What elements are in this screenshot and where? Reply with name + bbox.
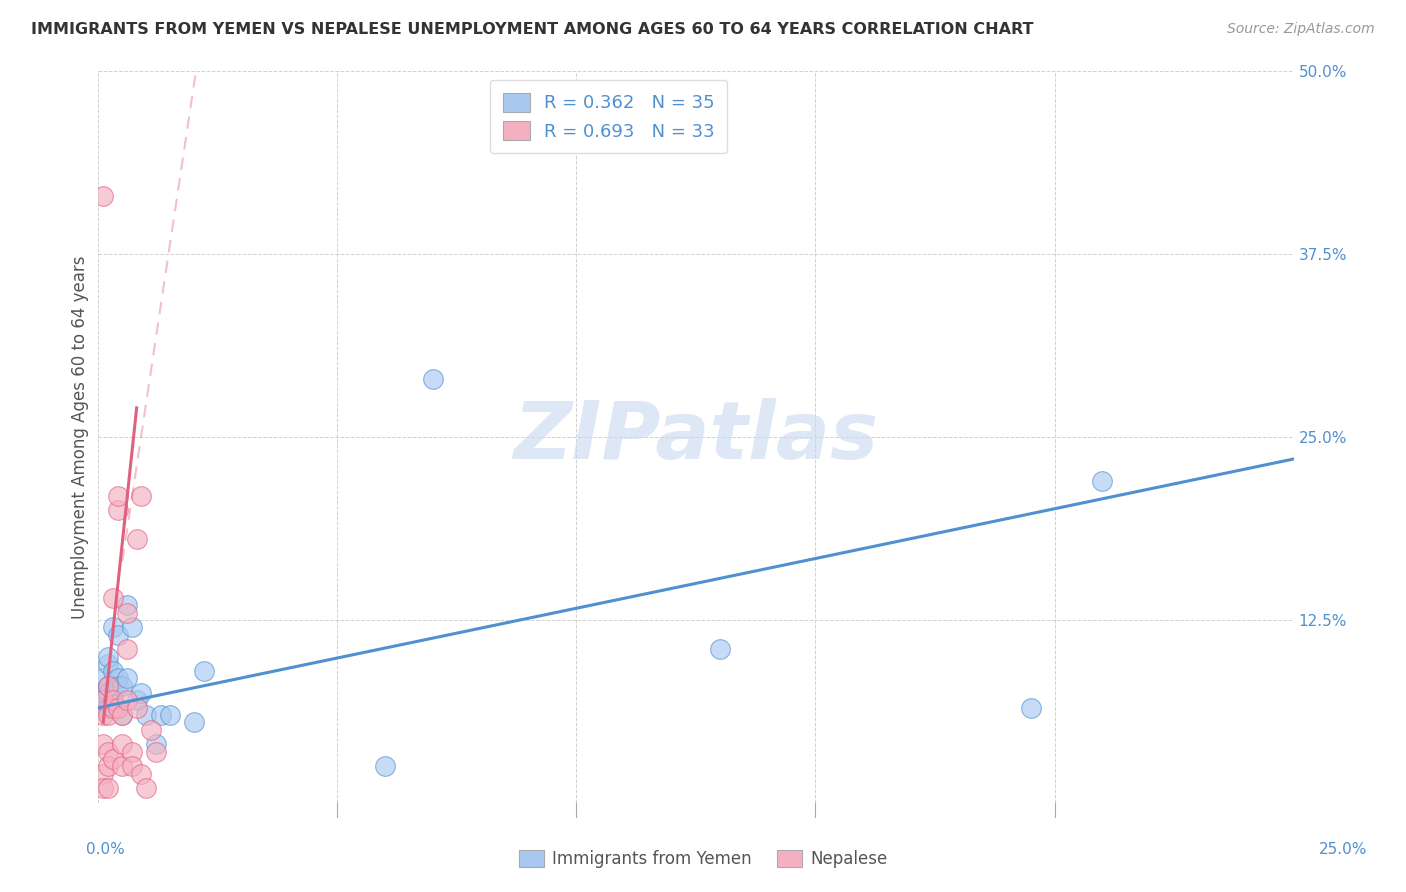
Point: [91, 781, 114, 796]
Point: [91, 672, 114, 686]
Point: [183, 715, 205, 730]
Point: [91, 693, 114, 707]
Point: [107, 700, 129, 714]
Y-axis label: Unemployment Among Ages 60 to 64 years: Unemployment Among Ages 60 to 64 years: [70, 255, 89, 619]
Text: IMMIGRANTS FROM YEMEN VS NEPALESE UNEMPLOYMENT AMONG AGES 60 TO 64 YEARS CORRELA: IMMIGRANTS FROM YEMEN VS NEPALESE UNEMPL…: [31, 22, 1033, 37]
Point: [91, 700, 114, 714]
Point: [101, 591, 124, 605]
Point: [97, 649, 120, 664]
Point: [107, 627, 129, 641]
Point: [145, 745, 167, 759]
Point: [91, 766, 114, 780]
Point: [91, 686, 114, 700]
Point: [131, 489, 153, 503]
Point: [97, 657, 120, 671]
Point: [101, 686, 124, 700]
Point: [131, 686, 153, 700]
Point: [97, 759, 120, 773]
Point: [115, 672, 138, 686]
Point: [97, 781, 120, 796]
Point: [97, 686, 120, 700]
Point: [111, 737, 134, 751]
Point: [97, 745, 120, 759]
Point: [97, 679, 120, 693]
Point: [125, 533, 148, 547]
Point: [193, 664, 215, 678]
Point: [125, 700, 148, 714]
Point: [107, 503, 129, 517]
Point: [107, 672, 129, 686]
Point: [91, 737, 114, 751]
Point: [135, 708, 157, 723]
Point: [121, 620, 143, 634]
Point: [97, 679, 120, 693]
Point: [111, 759, 134, 773]
Point: [111, 708, 134, 723]
Point: [115, 599, 138, 613]
Point: [107, 679, 129, 693]
Point: [101, 700, 124, 714]
Point: [97, 700, 120, 714]
Point: [139, 723, 162, 737]
Point: [1019, 700, 1042, 714]
Point: [159, 708, 181, 723]
Point: [149, 708, 172, 723]
Point: [115, 693, 138, 707]
Point: [101, 700, 124, 714]
Legend: Immigrants from Yemen, Nepalese: Immigrants from Yemen, Nepalese: [512, 843, 894, 875]
Point: [91, 188, 114, 202]
Point: [131, 766, 153, 780]
Text: 0.0%: 0.0%: [86, 842, 125, 857]
Point: [374, 759, 396, 773]
Point: [115, 642, 138, 657]
Point: [135, 781, 157, 796]
Point: [125, 693, 148, 707]
Point: [1091, 474, 1114, 488]
Point: [111, 679, 134, 693]
Legend: R = 0.362   N = 35, R = 0.693   N = 33: R = 0.362 N = 35, R = 0.693 N = 33: [489, 80, 727, 153]
Point: [709, 642, 731, 657]
Point: [101, 693, 124, 707]
Point: [107, 489, 129, 503]
Text: Source: ZipAtlas.com: Source: ZipAtlas.com: [1227, 22, 1375, 37]
Point: [145, 737, 167, 751]
Point: [422, 371, 444, 385]
Point: [107, 700, 129, 714]
Point: [115, 606, 138, 620]
Point: [101, 620, 124, 634]
Point: [111, 708, 134, 723]
Point: [97, 708, 120, 723]
Text: ZIPatlas: ZIPatlas: [513, 398, 879, 476]
Point: [121, 745, 143, 759]
Point: [101, 664, 124, 678]
Point: [91, 708, 114, 723]
Point: [91, 686, 114, 700]
Point: [121, 759, 143, 773]
Point: [101, 752, 124, 766]
Text: 25.0%: 25.0%: [1319, 842, 1367, 857]
